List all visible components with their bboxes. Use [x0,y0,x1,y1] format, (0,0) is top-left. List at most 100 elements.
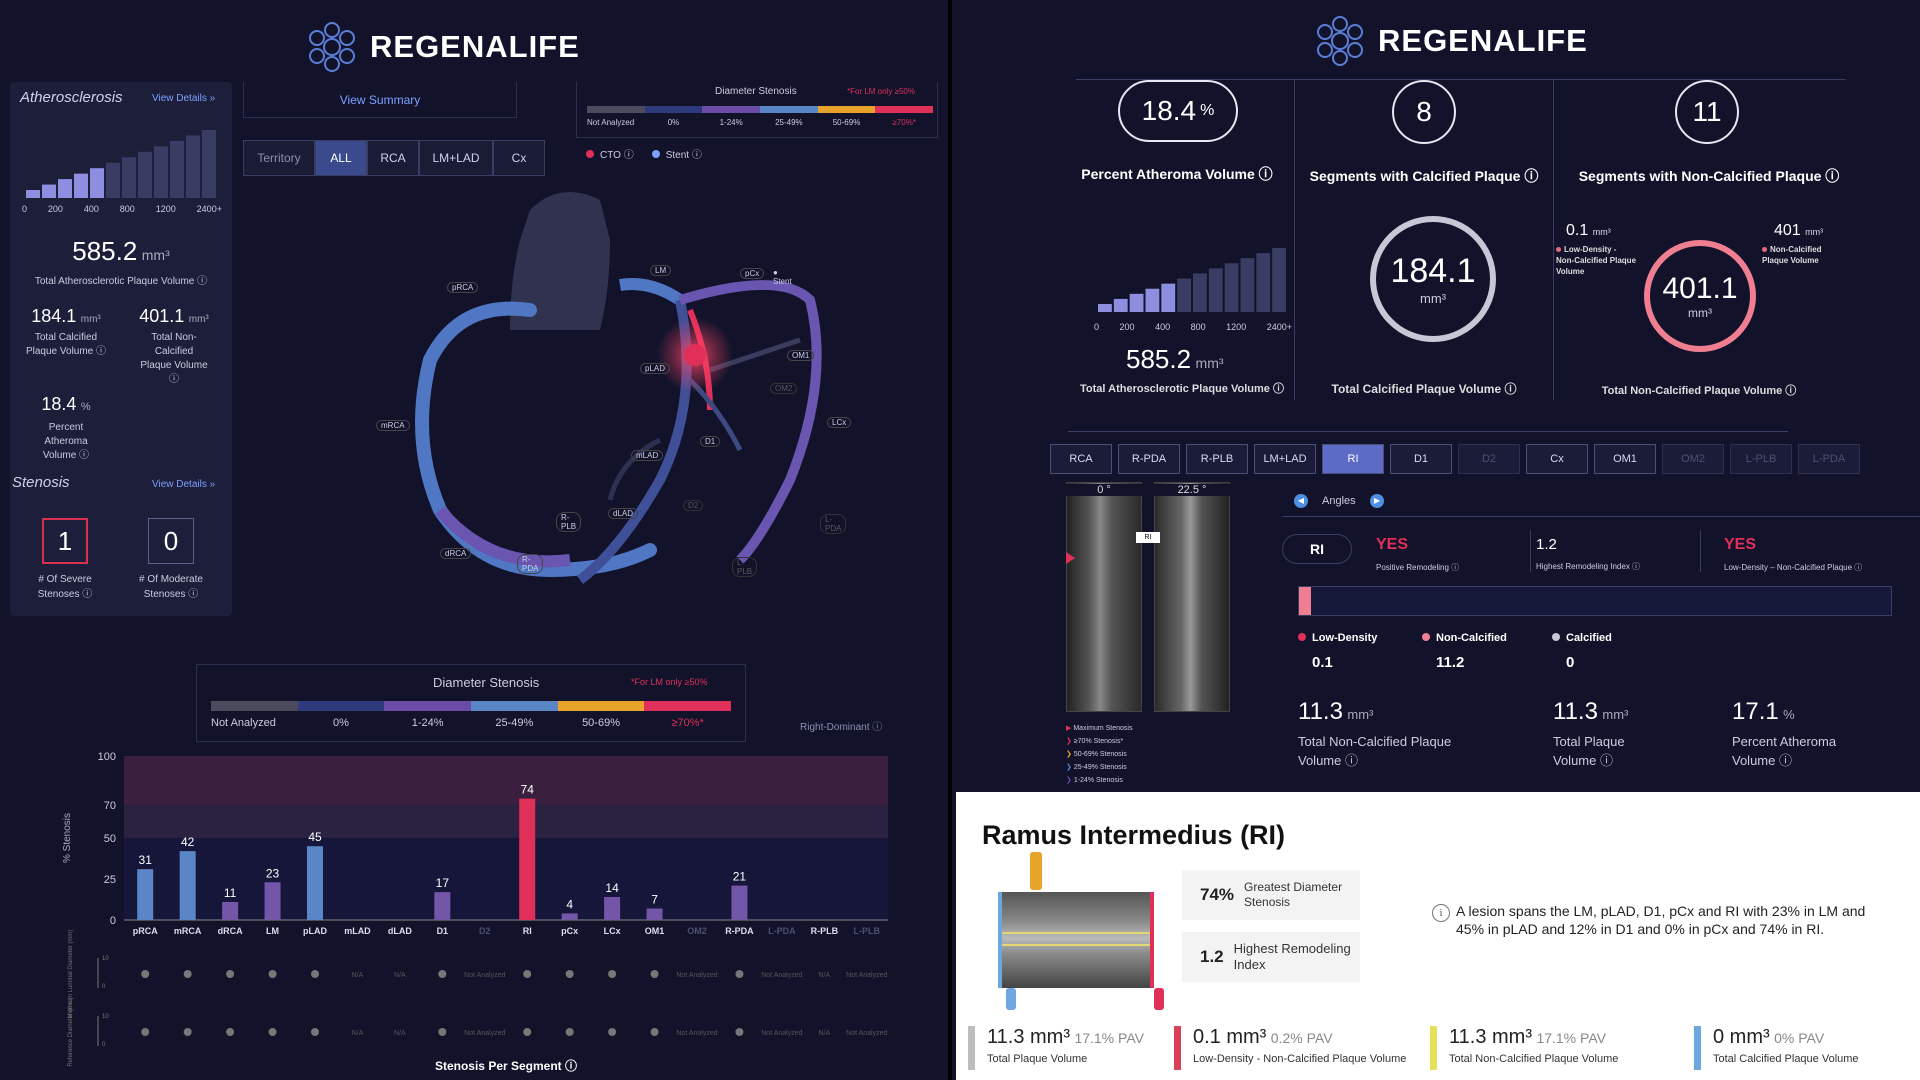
calc-ring: 184.1 mm³ [1370,216,1496,342]
pav: 17.1% PAV [1074,1030,1144,1046]
bar[interactable] [137,869,154,920]
segment-tab-om1[interactable]: OM1 [1594,444,1656,474]
scale-step [1177,278,1191,312]
segment-tab-cx[interactable]: Cx [1526,444,1588,474]
segment-tab-om2[interactable]: OM2 [1662,444,1724,474]
legend-item: ▶ Maximum Stenosis [1066,725,1133,732]
segment-tab-d2[interactable]: D2 [1458,444,1520,474]
bar[interactable] [307,846,323,920]
value: 1.2 [1536,536,1557,553]
vessel-label: R-PLB [556,512,582,532]
scale-label: 800 [1190,322,1206,332]
right-volume-scale [1098,248,1286,312]
scale-step [138,151,152,198]
label: Total Non-Calcified Plaque Volume ⓘ [140,332,208,385]
coronary-tree-diagram [415,192,822,584]
stent-legend: Stent ⓘ [651,146,702,161]
seg-pav: 17.1 % Percent Atheroma Volume ⓘ [1732,698,1882,770]
unit: mm³ [1195,355,1224,371]
ri-badge: RI [1282,534,1352,564]
segment-tab-rca[interactable]: RCA [1050,444,1112,474]
bar[interactable] [731,885,748,920]
bar[interactable] [604,897,621,920]
bar[interactable] [222,901,239,920]
composition-bar [1298,586,1892,616]
tab-all[interactable]: ALL [315,140,367,176]
value: 11.3 mm³ [1449,1026,1532,1048]
pav: 0.2% PAV [1270,1030,1333,1046]
segment-tab-ri[interactable]: RI [1322,444,1384,474]
label: Greatest Diameter Stenosis [1244,880,1343,909]
x-tick-label: mLAD [344,926,371,936]
ncp-label: Non-Calcified Plaque Volume [1762,244,1842,266]
diameter-dot [311,970,319,978]
total-noncalcified-volume: 401.1 mm³ Total Non-Calcified Plaque Vol… [124,306,224,387]
y-tick-label: 50 [104,833,116,845]
segment-tab-r-plb[interactable]: R-PLB [1186,444,1248,474]
composition-fill [1299,587,1311,615]
lesion-start-marker [1006,988,1016,1010]
bar[interactable] [646,908,663,920]
territory-label: Territory [243,140,315,176]
bar[interactable] [519,798,536,920]
bar[interactable] [179,851,196,920]
unit: mm³ [188,314,209,325]
tab-lm-lad[interactable]: LM+LAD [419,140,493,176]
pav: 0% PAV [1774,1030,1825,1046]
image-legend: ▶ Maximum Stenosis ❯ ≥70% Stenosis* ❯ 50… [1066,722,1132,787]
screen-divider [948,0,952,1080]
diameter-dot [183,1028,192,1036]
view-summary-link[interactable]: View Summary [339,93,421,107]
x-tick-label: dLAD [388,926,412,936]
segment-tab-l-pda[interactable]: L-PDA [1798,444,1860,474]
diameter-dot [268,1028,277,1036]
athero-scale-labels: 0 200 400 800 1200 2400+ [22,204,222,214]
segment-tab-lm-lad[interactable]: LM+LAD [1254,444,1316,474]
ds-label: ≥70%* [892,118,916,127]
stenosis-view-details-link[interactable]: View Details » [152,479,216,490]
tab-cx[interactable]: Cx [493,140,545,176]
label: Non-Calcified [1436,632,1507,644]
scale-step [1145,288,1160,312]
angle-prev-button[interactable]: ◀ [1294,494,1308,508]
label: Percent Atheroma Volume ⓘ [1732,734,1837,768]
legend-item: ❯ 25-49% Stenosis [1066,764,1127,771]
ds-mid-title: Diameter Stenosis [433,675,540,690]
right-total-label: Total Atherosclerotic Plaque Volume ⓘ [1080,383,1284,395]
unit: mm³ [141,247,170,263]
x-tick-label: RI [523,926,532,936]
label: 25-49% Stenosis [1073,764,1127,771]
value: 11.3 [1553,698,1598,725]
value: 184.1 [31,306,77,326]
label: Low-Density [1312,632,1378,644]
segment-tab-l-plb[interactable]: L-PLB [1730,444,1792,474]
segment-tab-r-pda[interactable]: R-PDA [1118,444,1180,474]
segment-tab-d1[interactable]: D1 [1390,444,1452,474]
diameter-na-label: Not Analyzed [761,1030,802,1037]
row-axis-label: Reference Diameter (mm) [68,997,74,1066]
tab-rca[interactable]: RCA [367,140,419,176]
bar[interactable] [561,913,578,920]
label: Total Plaque Volume ⓘ [1553,734,1625,768]
value: 18.4 [41,394,77,414]
value: YES [1724,536,1757,553]
value: 74% [1200,885,1235,904]
right-total-volume: 585.2 mm³ [1126,344,1224,375]
value: 17.1 [1732,698,1779,725]
athero-view-details-link[interactable]: View Details » [152,93,216,104]
diameter-na-label: Not Analyzed [676,1030,717,1037]
scale-label: 200 [1119,322,1135,332]
value: 1.2 [1200,947,1224,966]
lesion-image [998,892,1154,988]
ct-slice-22 [1154,482,1230,712]
angle-next-button[interactable]: ▶ [1370,494,1384,508]
bar[interactable] [434,892,451,920]
noncalc-ring: 401.1 mm³ [1644,240,1756,352]
vessel-label: D2 [683,500,704,511]
calc-seg-circle: 8 [1392,80,1456,144]
vessel-label: R-PDA [517,554,544,574]
bar-value-label: 42 [181,835,195,849]
ds-mid-note: *For LM only ≥50% [631,677,708,687]
diameter-na-label: Not Analyzed [676,972,717,979]
bar[interactable] [264,882,281,920]
